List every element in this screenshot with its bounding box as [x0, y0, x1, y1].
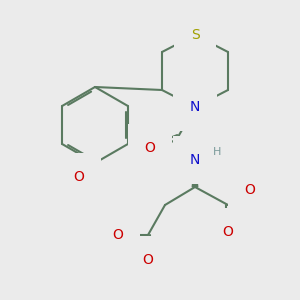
Text: N: N [190, 100, 200, 114]
Text: N: N [190, 153, 200, 167]
Polygon shape [192, 160, 198, 187]
Text: O: O [145, 141, 155, 155]
Text: O: O [244, 183, 255, 197]
Text: S: S [190, 28, 200, 42]
Text: H: H [213, 147, 221, 157]
Text: O: O [223, 225, 233, 239]
Text: O: O [112, 228, 123, 242]
Text: O: O [142, 253, 153, 267]
Text: O: O [74, 170, 84, 184]
